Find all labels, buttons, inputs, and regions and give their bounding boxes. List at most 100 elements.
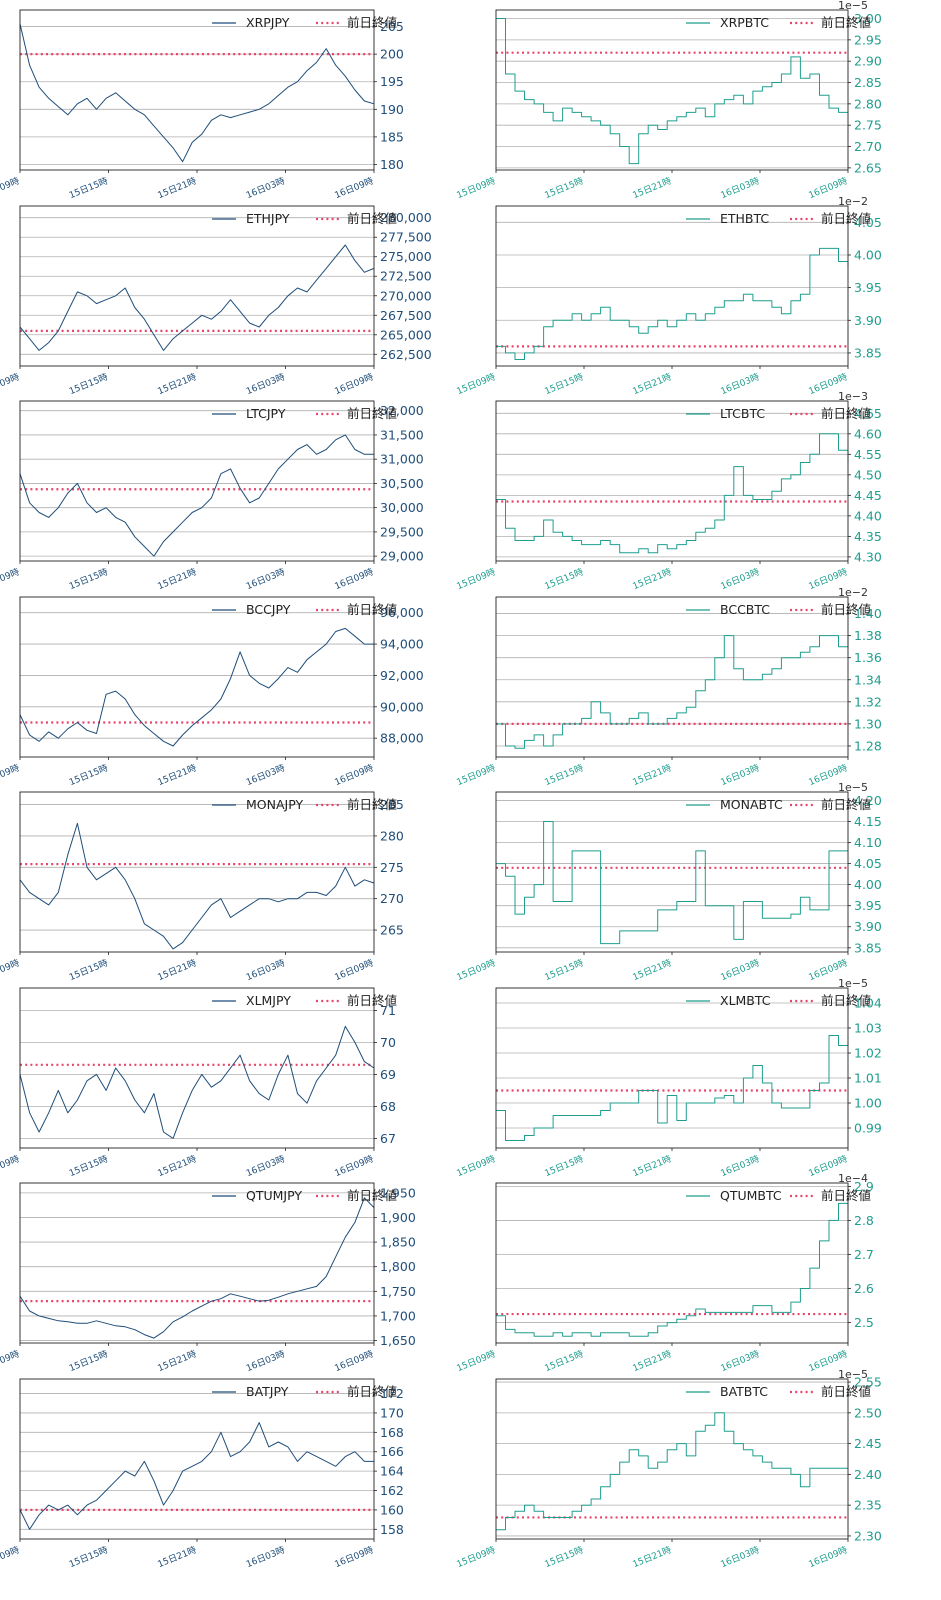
xlmbtc-ytick-label: 1.02 bbox=[854, 1045, 882, 1060]
batbtc-ytick-label: 2.50 bbox=[854, 1405, 882, 1420]
ltcjpy-ytick-label: 31,500 bbox=[380, 427, 424, 442]
bccbtc-ytick-label: 1.28 bbox=[854, 738, 882, 753]
xlmbtc-ytick-label: 1.04 bbox=[854, 995, 882, 1010]
ltcjpy-legend-label: LTCJPY bbox=[246, 406, 286, 421]
batbtc-xtick-label: 16日09時 bbox=[807, 1544, 849, 1570]
batbtc-legend-label: BATBTC bbox=[720, 1384, 768, 1399]
xrpjpy-price-line bbox=[19, 23, 375, 163]
batjpy-price-line bbox=[19, 1421, 374, 1530]
bccjpy-legend-label: BCCJPY bbox=[246, 602, 291, 617]
ltcjpy-chart: 29,000 29,500 30,000 30,500 31,000 31,500 32,0… bbox=[0, 400, 424, 592]
xrpbtc-ytick-label: 2.65 bbox=[854, 160, 882, 175]
monajpy-price-line bbox=[19, 822, 375, 950]
xrpbtc-scale-label: 1e−5 bbox=[838, 0, 868, 12]
monajpy-legend-label: MONAJPY bbox=[246, 797, 303, 812]
batbtc-xtick-label: 16日03時 bbox=[719, 1544, 761, 1570]
xlmjpy-ytick-label: 70 bbox=[380, 1034, 396, 1049]
batbtc-ytick-label: 2.35 bbox=[854, 1497, 882, 1512]
ethjpy-ytick-label: 262,500 bbox=[380, 346, 432, 361]
xrpbtc-ytick-label: 2.90 bbox=[854, 54, 882, 69]
xrpbtc-ytick-label: 2.85 bbox=[854, 75, 882, 90]
bccbtc-legend-label: BCCBTC bbox=[720, 602, 770, 617]
xrpbtc-plot-frame bbox=[495, 9, 849, 171]
batjpy-ytick-label: 164 bbox=[380, 1463, 404, 1478]
bccbtc-ytick-label: 1.38 bbox=[854, 628, 882, 643]
qtumjpy-legend-ref-label: 前日終値 bbox=[347, 1188, 397, 1203]
monabtc-ytick-label: 4.10 bbox=[854, 835, 882, 850]
monabtc-legend-label: MONABTC bbox=[720, 797, 783, 812]
batbtc-price-line bbox=[496, 1411, 848, 1530]
batjpy-xtick-label: 16日09時 bbox=[333, 1544, 375, 1570]
ethbtc-plot-frame bbox=[495, 205, 849, 366]
ethbtc-ytick-label: 3.90 bbox=[854, 312, 882, 327]
ltcjpy-ytick-label: 29,500 bbox=[380, 524, 424, 539]
xrpjpy-ytick-label: 200 bbox=[380, 47, 404, 62]
ltcjpy-ytick-label: 30,000 bbox=[380, 500, 424, 515]
monabtc-legend-ref-label: 前日終値 bbox=[821, 797, 871, 812]
xrpbtc-legend-ref-label: 前日終値 bbox=[821, 15, 871, 30]
xlmbtc-ytick-label: 1.00 bbox=[854, 1095, 882, 1110]
bccbtc-scale-label: 1e−2 bbox=[838, 586, 868, 599]
qtumbtc-ytick-label: 2.5 bbox=[854, 1315, 874, 1330]
monabtc-ytick-label: 4.05 bbox=[854, 856, 882, 871]
batjpy-ytick-label: 172 bbox=[380, 1386, 404, 1401]
ltcbtc-ytick-label: 4.40 bbox=[854, 508, 882, 523]
qtumjpy-chart: 1,6501,7001,7501,8001,8501,9001,95015日09… bbox=[0, 1182, 416, 1374]
qtumjpy-ytick-label: 1,700 bbox=[380, 1308, 416, 1323]
ltcbtc-ytick-label: 4.65 bbox=[854, 406, 882, 421]
ethbtc-ytick-label: 3.85 bbox=[854, 345, 882, 360]
ltcbtc-legend-ref-label: 前日終値 bbox=[821, 406, 871, 421]
qtumjpy-ytick-label: 1,950 bbox=[380, 1185, 416, 1200]
bccbtc-ytick-label: 1.34 bbox=[854, 672, 882, 687]
ltcbtc-plot-frame bbox=[495, 400, 849, 562]
qtumbtc-plot-frame bbox=[495, 1182, 849, 1344]
monabtc-ytick-label: 3.90 bbox=[854, 919, 882, 934]
monajpy-legend-ref-label: 前日終値 bbox=[347, 797, 397, 812]
ltcjpy-ytick-label: 30,500 bbox=[380, 476, 424, 491]
batjpy-ytick-label: 168 bbox=[380, 1424, 404, 1439]
ltcbtc-ytick-label: 4.35 bbox=[854, 529, 882, 544]
xrpbtc-price-line bbox=[496, 18, 848, 165]
batjpy-ytick-label: 158 bbox=[380, 1521, 404, 1536]
xrpjpy-ytick-label: 180 bbox=[380, 157, 404, 172]
qtumjpy-legend-label: QTUMJPY bbox=[246, 1188, 302, 1203]
ltcjpy-price-line bbox=[19, 434, 374, 557]
qtumjpy-ytick-label: 1,750 bbox=[380, 1284, 416, 1299]
bccbtc-ytick-label: 1.30 bbox=[854, 716, 882, 731]
ethjpy-ytick-label: 272,500 bbox=[380, 268, 432, 283]
batjpy-ytick-label: 160 bbox=[380, 1502, 404, 1517]
batjpy-ytick-label: 170 bbox=[380, 1405, 404, 1420]
ethjpy-ytick-label: 267,500 bbox=[380, 307, 432, 322]
xlmbtc-price-line bbox=[496, 1034, 849, 1141]
qtumbtc-ytick-label: 2.9 bbox=[854, 1179, 874, 1194]
batjpy-legend-label: BATJPY bbox=[246, 1384, 289, 1399]
ethjpy-ytick-label: 280,000 bbox=[380, 210, 432, 225]
xlmjpy-price-line bbox=[19, 1025, 375, 1139]
bccbtc-ytick-label: 1.36 bbox=[854, 650, 882, 665]
ethbtc-price-line bbox=[496, 247, 849, 360]
ltcbtc-legend-label: LTCBTC bbox=[720, 406, 765, 421]
batbtc-xtick-label: 15日15時 bbox=[543, 1544, 585, 1570]
bccbtc-legend-ref-label: 前日終値 bbox=[821, 602, 871, 617]
monabtc-ytick-label: 4.15 bbox=[854, 814, 882, 829]
ltcbtc-ytick-label: 4.55 bbox=[854, 447, 882, 462]
xrpjpy-ytick-label: 195 bbox=[380, 74, 404, 89]
batbtc-legend-ref-label: 前日終値 bbox=[821, 1384, 871, 1399]
xrpjpy-plot-frame bbox=[19, 9, 375, 171]
bccbtc-ytick-label: 1.32 bbox=[854, 694, 882, 709]
monabtc-ytick-label: 4.20 bbox=[854, 793, 882, 808]
bccjpy-plot-frame bbox=[19, 596, 375, 757]
monabtc-ytick-label: 3.95 bbox=[854, 898, 882, 913]
batjpy-xtick-label: 15日15時 bbox=[68, 1544, 110, 1570]
xlmjpy-legend-label: XLMJPY bbox=[246, 993, 291, 1008]
xlmjpy-plot-frame bbox=[19, 987, 375, 1148]
qtumjpy-plot-frame bbox=[19, 1182, 375, 1344]
ethjpy-chart: 262,500 265,000 267,500 270,000 272,500 275,0… bbox=[0, 205, 432, 397]
xrpbtc-ytick-label: 2.80 bbox=[854, 96, 882, 111]
xlmbtc-ytick-label: 1.01 bbox=[854, 1070, 882, 1085]
